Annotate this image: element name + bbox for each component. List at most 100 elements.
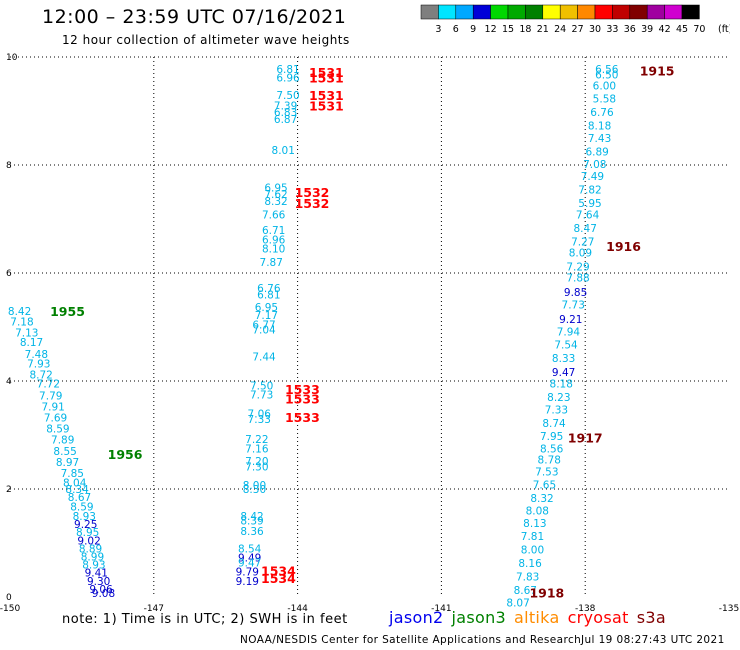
chart-subtitle: 12 hour collection of altimeter wave hei…	[62, 33, 350, 47]
wave-height-point: 8.59	[70, 501, 93, 513]
wave-height-point: 7.18	[10, 317, 33, 329]
wave-height-point: 9.19	[236, 576, 259, 588]
pass-time-label: 1534	[261, 571, 296, 586]
wave-height-point: 8.16	[518, 558, 542, 570]
wave-height-point: 7.88	[566, 272, 589, 284]
wave-height-point: 8.47	[574, 223, 597, 235]
colorbar-label: 33	[606, 24, 618, 35]
wave-height-point: 7.72	[37, 379, 60, 391]
legend-jason2: jason2	[389, 608, 444, 627]
wave-height-point: 7.54	[554, 339, 578, 351]
satellite-legend: jason2 jason3 altika cryosat s3a	[389, 608, 674, 627]
wave-height-point: 8.72	[29, 370, 52, 382]
wave-height-point: 8.74	[542, 418, 566, 430]
wave-height-point: 8.95	[76, 527, 99, 539]
wave-height-point: 7.33	[248, 414, 271, 426]
x-tick-label: -150	[0, 604, 20, 614]
colorbar-label: 36	[624, 24, 636, 35]
pass-time-label: 1915	[640, 64, 675, 79]
y-tick-label: 8	[6, 161, 12, 171]
wave-height-point: 6.56	[595, 64, 619, 76]
wave-height-point: 7.08	[583, 159, 606, 171]
colorbar-label: 18	[519, 24, 531, 35]
wave-height-point: 7.48	[25, 349, 48, 361]
colorbar-swatch	[681, 4, 700, 20]
wave-height-point: 7.83	[516, 571, 539, 583]
wave-height-point: 9.47	[238, 557, 261, 569]
wave-height-point: 7.04	[252, 325, 276, 337]
wave-height-point: 6.96	[276, 73, 300, 85]
wave-height-point: 8.59	[46, 424, 69, 436]
pass-time-label: 1956	[108, 447, 143, 462]
wave-height-point: 7.27	[571, 237, 594, 249]
pass-time-label: 1533	[285, 382, 320, 397]
wave-height-point: 7.39	[274, 101, 297, 113]
wave-height-point: 9.21	[559, 314, 582, 326]
pass-time-label: 1534	[261, 564, 296, 579]
wave-height-point: 8.36	[240, 526, 264, 538]
x-tick-label: -144	[287, 604, 308, 614]
wave-height-point: 7.50	[250, 380, 273, 392]
y-tick-label: 0	[6, 593, 12, 603]
wave-height-point: 8.32	[264, 196, 287, 208]
wave-height-point: 7.95	[540, 431, 563, 443]
wave-height-point: 5.95	[578, 198, 601, 210]
wave-height-point: 9.02	[77, 535, 100, 547]
generation-timestamp: Jul 19 08:27:43 UTC 2021	[581, 634, 725, 646]
chart-title: 12:00 – 23:59 UTC 07/16/2021	[42, 6, 347, 28]
wave-height-point: 8.00	[243, 480, 266, 492]
colorbar-label: 70	[693, 24, 705, 35]
wave-height-point: 9.08	[92, 588, 115, 600]
wave-height-point: 8.17	[20, 337, 43, 349]
y-tick-label: 6	[6, 269, 12, 279]
wave-height-point: 7.13	[15, 327, 38, 339]
colorbar-label: 3	[435, 24, 441, 35]
wave-height-point: 6.96	[262, 235, 286, 247]
x-tick-label: -138	[575, 604, 596, 614]
wave-height-point: 8.23	[547, 392, 570, 404]
wave-height-point: 8.13	[523, 518, 546, 530]
wave-height-point: 7.81	[521, 531, 544, 543]
wave-height-point: 6.83	[274, 107, 297, 119]
y-tick-label: 4	[6, 377, 12, 387]
wave-height-point: 7.50	[276, 90, 299, 102]
wave-height-point: 8.18	[550, 379, 573, 391]
wave-height-point: 8.67	[68, 492, 91, 504]
wave-height-point: 8.34	[65, 484, 89, 496]
wave-height-point: 7.29	[566, 262, 589, 274]
wave-height-point: 5.58	[593, 94, 616, 106]
pass-time-label: 1531	[309, 65, 344, 80]
wave-height-point: 7.66	[262, 210, 286, 222]
wave-height-point: 6.95	[264, 183, 287, 195]
pass-time-label: 1916	[606, 239, 641, 254]
wave-height-point: 7.06	[248, 408, 272, 420]
wave-height-point: 7.82	[578, 184, 601, 196]
wave-height-point: 6.50	[595, 69, 618, 81]
pass-time-label: 1532	[295, 196, 330, 211]
pass-time-label: 1531	[309, 71, 344, 86]
wave-height-point: 9.49	[238, 553, 261, 565]
wave-height-point: 8.55	[53, 446, 76, 458]
wave-height-point: 7.79	[39, 391, 62, 403]
colorbar-label: 9	[470, 24, 476, 35]
wave-height-point: 8.39	[240, 515, 263, 527]
colorbar-label: 42	[659, 24, 671, 35]
wave-height-point: 8.42	[240, 511, 263, 523]
wave-height-point: 7.16	[245, 444, 269, 456]
x-tick-label: -147	[144, 604, 164, 614]
wave-height-point: 7.20	[245, 456, 268, 468]
wave-height-point: 9.85	[564, 287, 587, 299]
wave-height-point: 8.99	[81, 552, 104, 564]
wave-height-point: 7.73	[250, 390, 273, 402]
wave-height-point: 7.44	[252, 352, 276, 364]
pass-time-label: 1531	[309, 99, 344, 114]
colorbar-label: 24	[554, 24, 566, 35]
wave-height-point: 6.76	[590, 107, 614, 119]
wave-height-point: 6.81	[276, 64, 299, 76]
wave-height-point: 6.76	[257, 283, 281, 295]
wave-height-point: 6.89	[585, 147, 608, 159]
note-text: note: 1) Time is in UTC; 2) SWH is in fe…	[62, 612, 348, 627]
wave-height-point: 8.93	[82, 560, 105, 572]
wave-height-point: 8.09	[569, 247, 592, 259]
